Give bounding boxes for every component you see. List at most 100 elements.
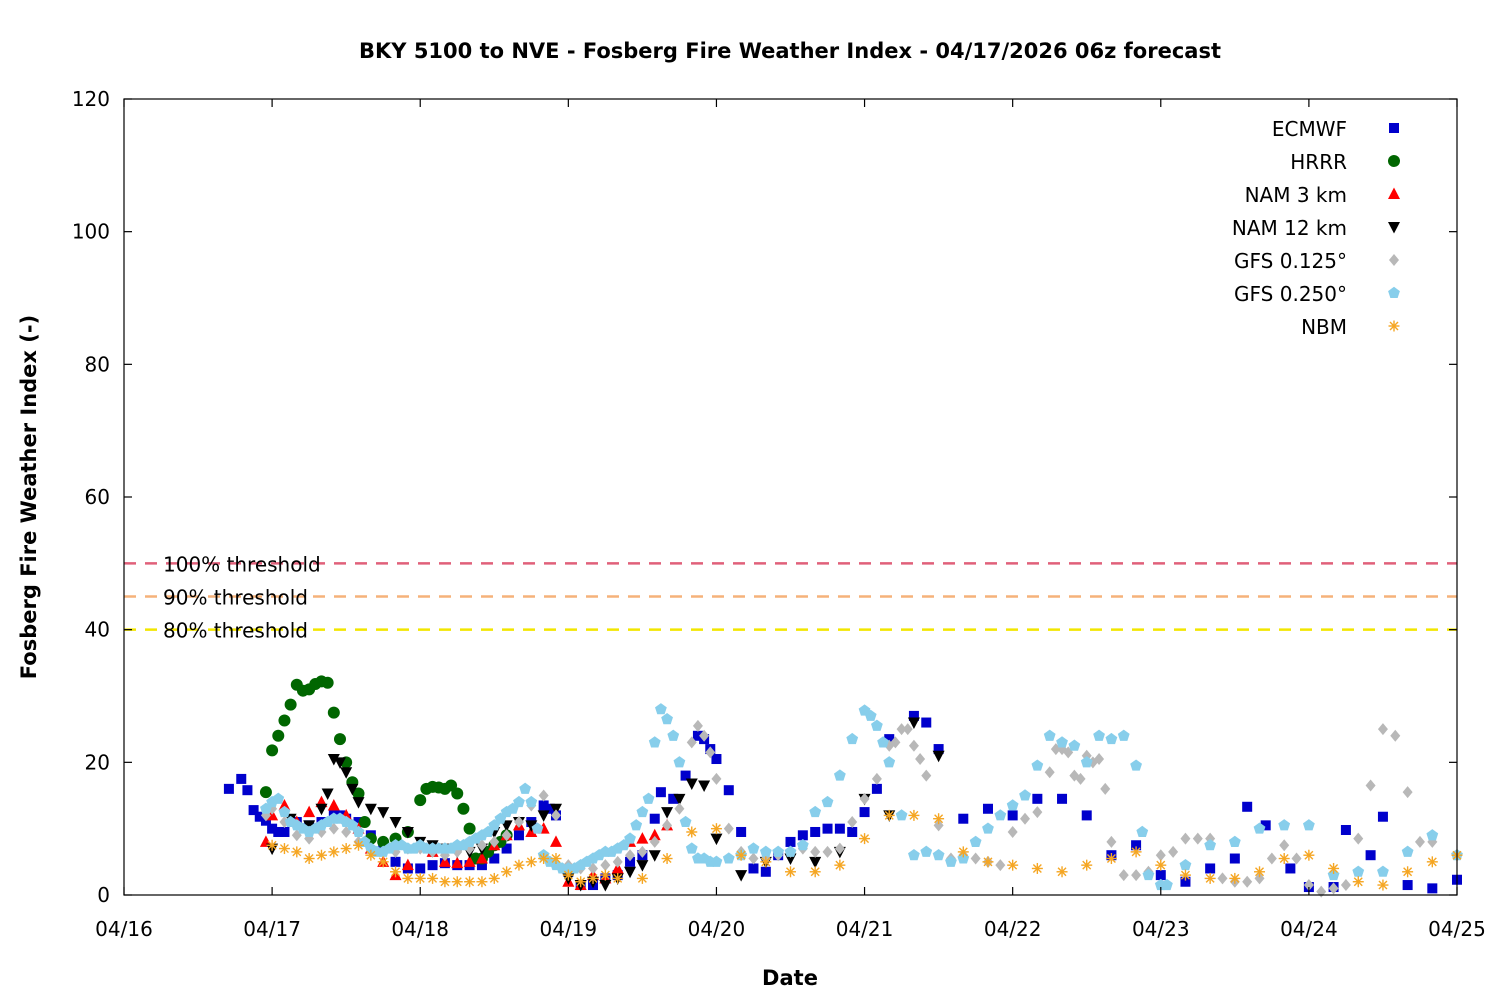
data-point xyxy=(1093,729,1105,741)
data-point xyxy=(636,805,649,818)
data-series xyxy=(223,675,1463,898)
data-point xyxy=(686,826,698,838)
data-point xyxy=(414,872,426,884)
data-point xyxy=(1242,875,1253,888)
legend-label: NAM 12 km xyxy=(1232,216,1347,240)
data-point xyxy=(346,783,359,796)
data-point xyxy=(352,787,365,800)
legend-marker xyxy=(1388,320,1400,332)
x-axis-label: Date xyxy=(762,966,818,990)
series-nbm xyxy=(266,809,1463,891)
x-tick-label: 04/21 xyxy=(836,917,894,941)
data-point xyxy=(661,807,674,819)
data-point xyxy=(415,863,426,874)
data-point xyxy=(1142,868,1155,881)
data-point xyxy=(1285,863,1296,874)
data-point xyxy=(686,736,697,749)
data-point xyxy=(513,816,524,829)
data-point xyxy=(649,835,660,848)
data-point xyxy=(847,826,858,837)
data-point xyxy=(932,750,945,763)
data-point xyxy=(1192,832,1203,845)
data-point xyxy=(982,803,993,814)
data-point xyxy=(439,876,451,888)
data-point xyxy=(266,839,278,851)
data-point xyxy=(957,846,969,858)
data-point xyxy=(685,778,698,791)
data-point xyxy=(625,856,636,867)
data-point xyxy=(346,819,359,831)
data-point xyxy=(932,849,945,861)
data-point xyxy=(352,825,365,837)
data-point xyxy=(810,845,821,858)
data-point xyxy=(489,853,500,864)
data-point xyxy=(834,823,845,834)
legend-label: GFS 0.250° xyxy=(1234,282,1347,306)
y-tick-label: 80 xyxy=(85,352,110,376)
data-point xyxy=(1106,835,1117,848)
data-point xyxy=(920,845,933,857)
data-point xyxy=(358,816,371,829)
data-point xyxy=(587,872,599,884)
data-point xyxy=(662,819,673,832)
data-point xyxy=(1377,811,1388,822)
data-point xyxy=(1007,825,1018,838)
data-point xyxy=(333,733,346,746)
data-point xyxy=(463,855,476,867)
chart-title: BKY 5100 to NVE - Fosberg Fire Weather I… xyxy=(359,39,1221,63)
data-point xyxy=(735,870,748,882)
data-point xyxy=(1426,856,1438,868)
data-point xyxy=(1081,810,1092,821)
data-point xyxy=(884,734,895,745)
data-point xyxy=(451,876,463,888)
data-point xyxy=(1180,832,1191,845)
data-point xyxy=(242,785,253,796)
data-point xyxy=(272,729,285,742)
data-point xyxy=(223,783,234,794)
data-point xyxy=(1228,835,1241,847)
data-point xyxy=(680,770,691,781)
data-point xyxy=(649,813,660,824)
data-point xyxy=(1340,879,1351,892)
data-point xyxy=(538,853,550,865)
data-point xyxy=(236,773,247,784)
data-point xyxy=(969,835,982,847)
data-point xyxy=(1118,869,1129,882)
data-point xyxy=(785,836,796,847)
data-point xyxy=(327,798,340,811)
data-point xyxy=(278,714,291,727)
data-point xyxy=(723,822,734,835)
legend-marker xyxy=(1389,123,1399,133)
data-point xyxy=(723,785,734,796)
data-point xyxy=(1032,806,1043,819)
data-point xyxy=(1402,786,1413,799)
x-tick-label: 04/23 xyxy=(1132,917,1190,941)
data-point xyxy=(847,816,858,829)
data-point xyxy=(859,807,870,818)
data-point xyxy=(278,798,291,811)
data-point xyxy=(550,809,561,822)
data-point xyxy=(1352,876,1364,888)
data-point xyxy=(549,835,562,847)
data-point xyxy=(705,746,716,759)
data-point xyxy=(1131,840,1142,851)
data-point xyxy=(1068,739,1081,751)
legend-marker xyxy=(1388,286,1400,299)
data-point xyxy=(1279,839,1290,852)
data-point xyxy=(327,706,340,719)
data-point xyxy=(599,880,612,892)
data-point xyxy=(760,856,772,868)
data-point xyxy=(315,803,328,816)
data-point xyxy=(1260,820,1271,831)
data-point xyxy=(352,797,365,809)
data-point xyxy=(278,805,291,818)
y-axis: 0 20 40 60 80 100 120 xyxy=(72,87,1457,907)
data-point xyxy=(364,803,377,816)
data-point xyxy=(630,819,643,831)
data-point xyxy=(877,736,889,748)
threshold-label: 80% threshold xyxy=(163,619,308,643)
data-point xyxy=(612,855,623,868)
x-tick-label: 04/25 xyxy=(1428,917,1486,941)
data-point xyxy=(575,876,587,888)
